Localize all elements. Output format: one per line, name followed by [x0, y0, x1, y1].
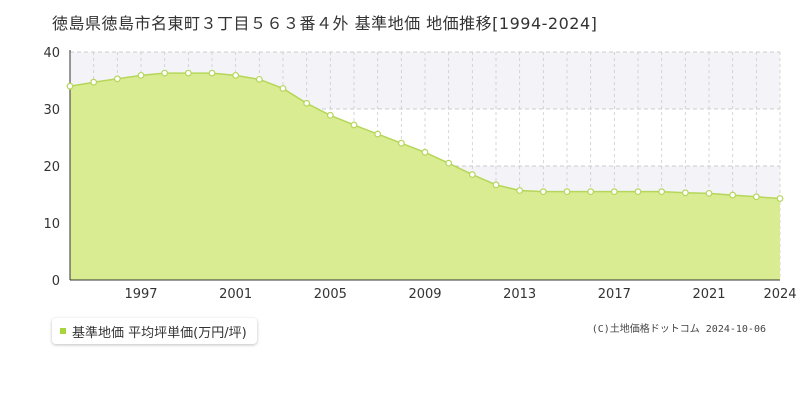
data-point [729, 191, 737, 199]
data-point [445, 159, 453, 167]
data-point [681, 189, 689, 197]
data-point [539, 188, 547, 196]
data-point [90, 78, 98, 86]
series-area [70, 73, 780, 280]
data-point [705, 189, 713, 197]
data-point [492, 181, 500, 189]
legend-label: 基準地価 平均坪単価(万円/坪) [72, 325, 247, 341]
data-point [634, 188, 642, 196]
data-point [279, 85, 287, 92]
data-point [208, 69, 216, 77]
data-point [113, 75, 121, 83]
y-tick-label: 30 [43, 103, 60, 118]
y-tick-label: 0 [52, 274, 60, 289]
data-point [752, 193, 760, 201]
data-point [563, 188, 571, 196]
data-point [374, 130, 382, 138]
chart-title: 徳島県徳島市名東町３丁目５６３番４外 基準地価 地価推移[1994-2024] [52, 14, 598, 33]
data-point [66, 82, 74, 90]
data-point [658, 188, 666, 196]
x-tick-label: 1997 [124, 287, 157, 302]
legend: 基準地価 平均坪単価(万円/坪) [52, 318, 257, 344]
x-tick-label: 2001 [219, 287, 252, 302]
data-point [350, 121, 358, 129]
copyright-notice: (C)土地価格ドットコム 2024-10-06 [591, 324, 766, 335]
data-point [326, 111, 334, 119]
data-point [303, 99, 311, 107]
x-tick-label: 2017 [598, 287, 631, 302]
x-tick-label: 2005 [314, 287, 347, 302]
y-tick-label: 40 [43, 46, 60, 61]
data-point [161, 69, 169, 77]
legend-swatch [60, 328, 66, 334]
data-point [397, 139, 405, 147]
data-point [610, 188, 618, 196]
x-tick-label: 2009 [408, 287, 441, 302]
x-tick-labels: 1997 2001 2005 2009 2013 2017 2021 2024 [124, 287, 796, 302]
data-points [66, 69, 784, 202]
data-point [776, 195, 784, 202]
data-point [255, 75, 263, 83]
data-point [232, 71, 240, 79]
data-point [184, 69, 192, 77]
x-tick-label: 2013 [503, 287, 536, 302]
data-point [468, 171, 476, 178]
y-tick-labels: 0 10 20 30 40 [43, 46, 60, 289]
y-tick-label: 20 [43, 160, 60, 175]
data-point [587, 188, 595, 196]
data-point [421, 148, 429, 156]
x-tick-label: 2024 [763, 287, 796, 302]
data-point [516, 187, 524, 194]
data-point [137, 71, 145, 79]
y-tick-label: 10 [43, 217, 60, 232]
x-tick-label: 2021 [692, 287, 725, 302]
